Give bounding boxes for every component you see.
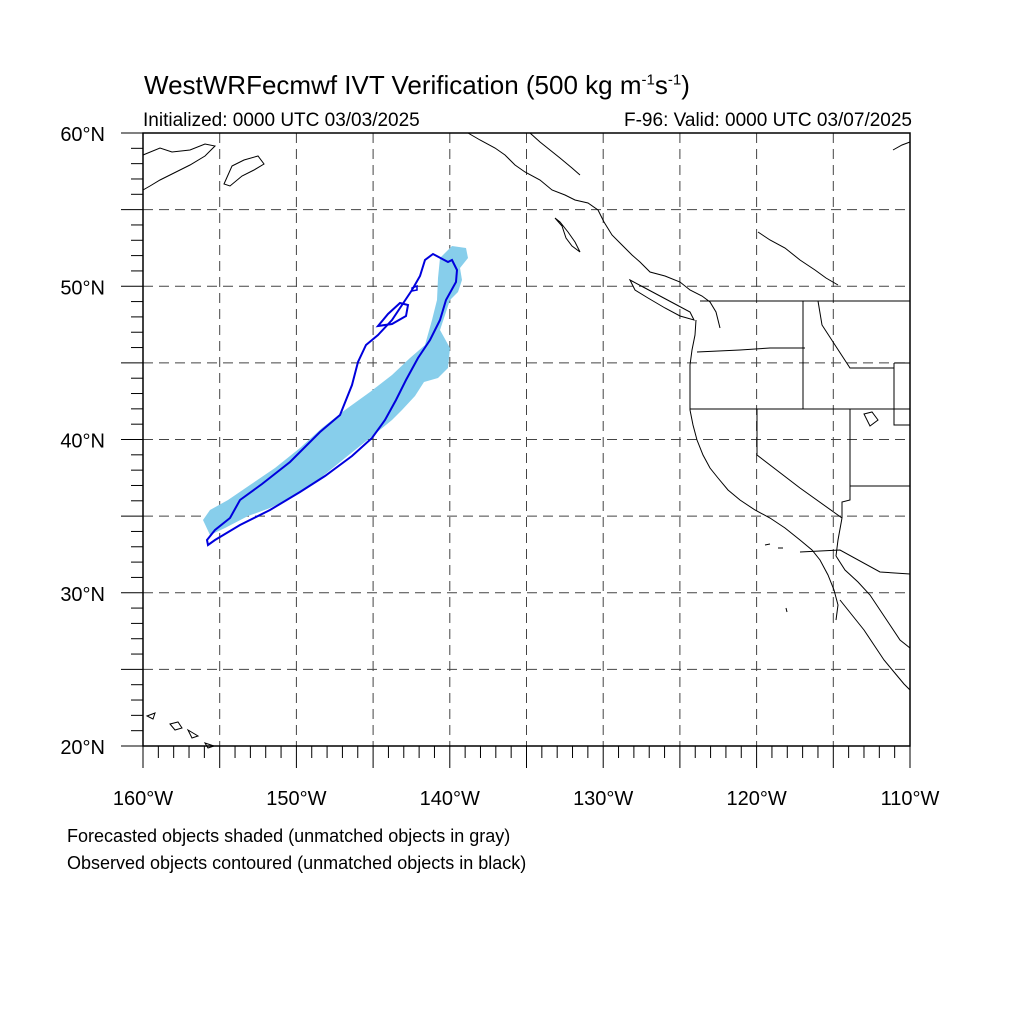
axis-ticks [121, 132, 911, 768]
mexico-mainland-coast [839, 599, 911, 691]
lon-label: 160°W [113, 788, 173, 810]
vancouver-island [628, 278, 695, 321]
observed-ivt-contour [205, 252, 459, 547]
nevada-utah-border [841, 409, 851, 518]
caption-observed: Observed objects contoured (unmatched ob… [67, 853, 527, 873]
valid-time-label: F-96: Valid: 0000 UTC 03/07/2025 [624, 110, 912, 131]
alaska-southeast-coast [467, 132, 721, 329]
washington-oregon-border [696, 347, 805, 353]
observed-ivt-contour-dot [411, 284, 418, 292]
alaska-islands [223, 155, 265, 187]
alaska-peninsula-coast [142, 143, 217, 191]
great-salt-lake [863, 411, 879, 427]
lat-label: 20°N [60, 737, 105, 759]
lat-label: 50°N [60, 277, 105, 299]
forecast-ivt-object [203, 246, 468, 535]
lat-label: 60°N [60, 124, 105, 146]
state-borders [690, 300, 911, 575]
lon-label: 110°W [881, 788, 940, 810]
channel-islands [764, 543, 788, 613]
lat-label: 40°N [60, 431, 105, 453]
caption-forecast: Forecasted objects shaded (unmatched obj… [67, 826, 511, 846]
lon-label: 150°W [266, 788, 326, 810]
map-frame [142, 132, 911, 747]
graticule [143, 133, 910, 746]
us-west-coast [689, 319, 839, 621]
haida-gwaii [554, 217, 581, 253]
observed-ivt-contour-inner [375, 301, 410, 328]
plot-title: WestWRFecmwf IVT Verification (500 kg m-… [144, 70, 690, 100]
initialized-label: Initialized: 0000 UTC 03/03/2025 [143, 110, 420, 131]
baja-gulf-coast [835, 555, 911, 649]
top-right-coast [892, 141, 911, 151]
lon-label: 120°W [726, 788, 786, 810]
arizona-border [835, 517, 843, 557]
alaska-interior-coast [529, 132, 581, 176]
lon-label: 130°W [573, 788, 633, 810]
lat-label: 30°N [60, 584, 105, 606]
lon-label: 140°W [420, 788, 480, 810]
hawaii-islands [145, 712, 216, 749]
axis-labels: 60°N 50°N 40°N 30°N 20°N 160°W 150°W 140°W 130°W… [60, 124, 939, 810]
coastlines [142, 132, 911, 749]
idaho-montana-border [817, 300, 894, 369]
canada-interior-border [757, 231, 839, 286]
wyoming-border [893, 362, 910, 426]
california-nevada-border [756, 409, 843, 519]
us-mexico-border [799, 549, 911, 575]
